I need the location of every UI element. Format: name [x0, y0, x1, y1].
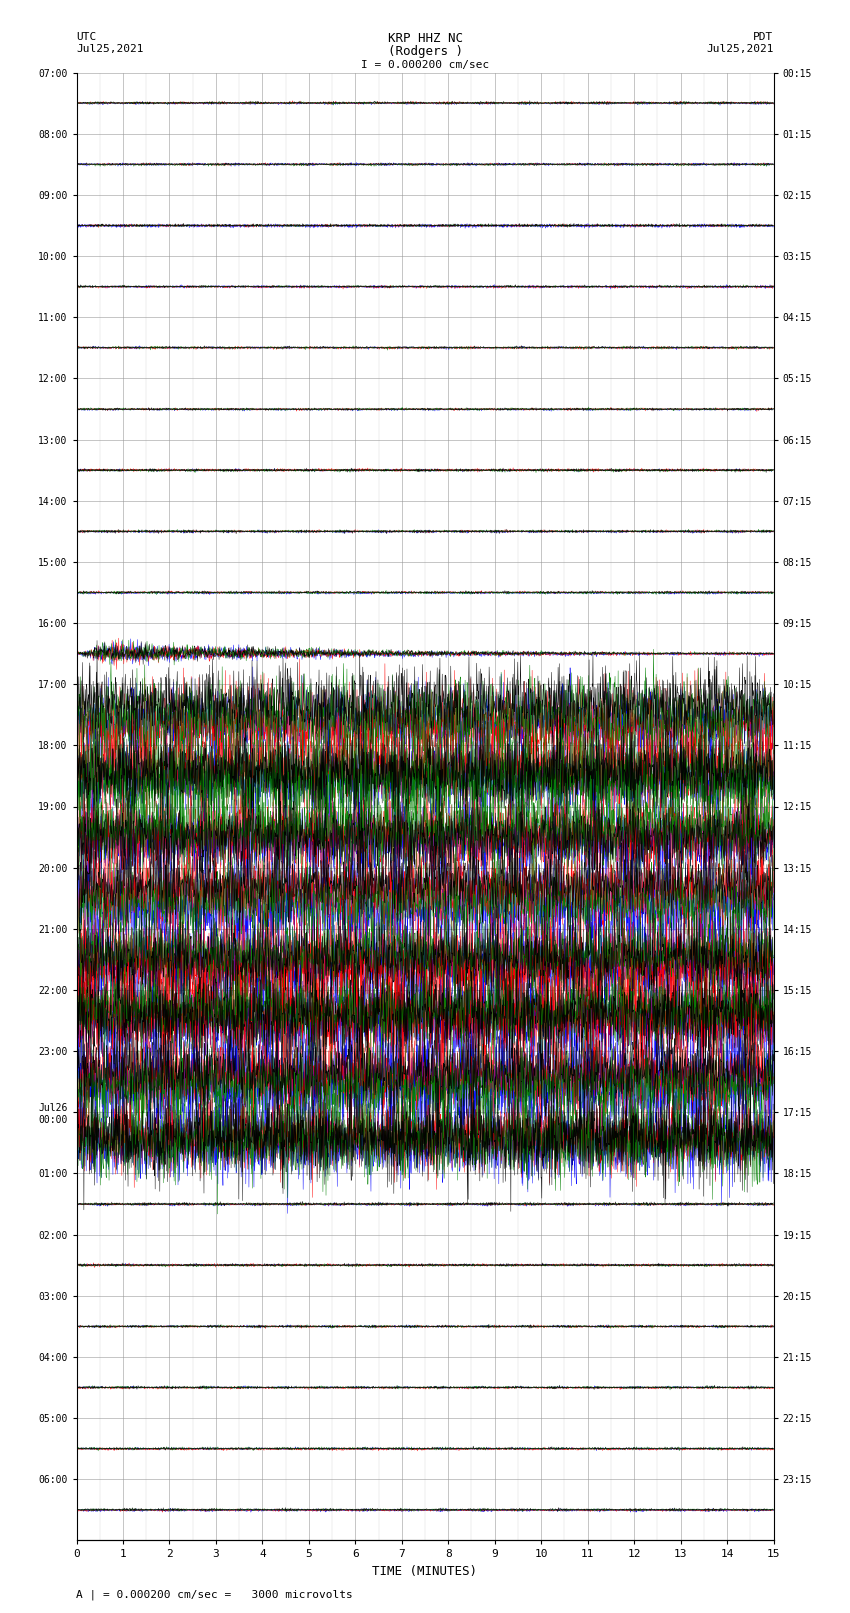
- X-axis label: TIME (MINUTES): TIME (MINUTES): [372, 1565, 478, 1578]
- Text: I = 0.000200 cm/sec: I = 0.000200 cm/sec: [361, 60, 489, 69]
- Text: (Rodgers ): (Rodgers ): [388, 45, 462, 58]
- Text: Jul25,2021: Jul25,2021: [76, 44, 144, 53]
- Text: PDT: PDT: [753, 32, 774, 42]
- Text: KRP HHZ NC: KRP HHZ NC: [388, 32, 462, 45]
- Text: A | = 0.000200 cm/sec =   3000 microvolts: A | = 0.000200 cm/sec = 3000 microvolts: [76, 1589, 354, 1600]
- Text: UTC: UTC: [76, 32, 97, 42]
- Text: Jul25,2021: Jul25,2021: [706, 44, 774, 53]
